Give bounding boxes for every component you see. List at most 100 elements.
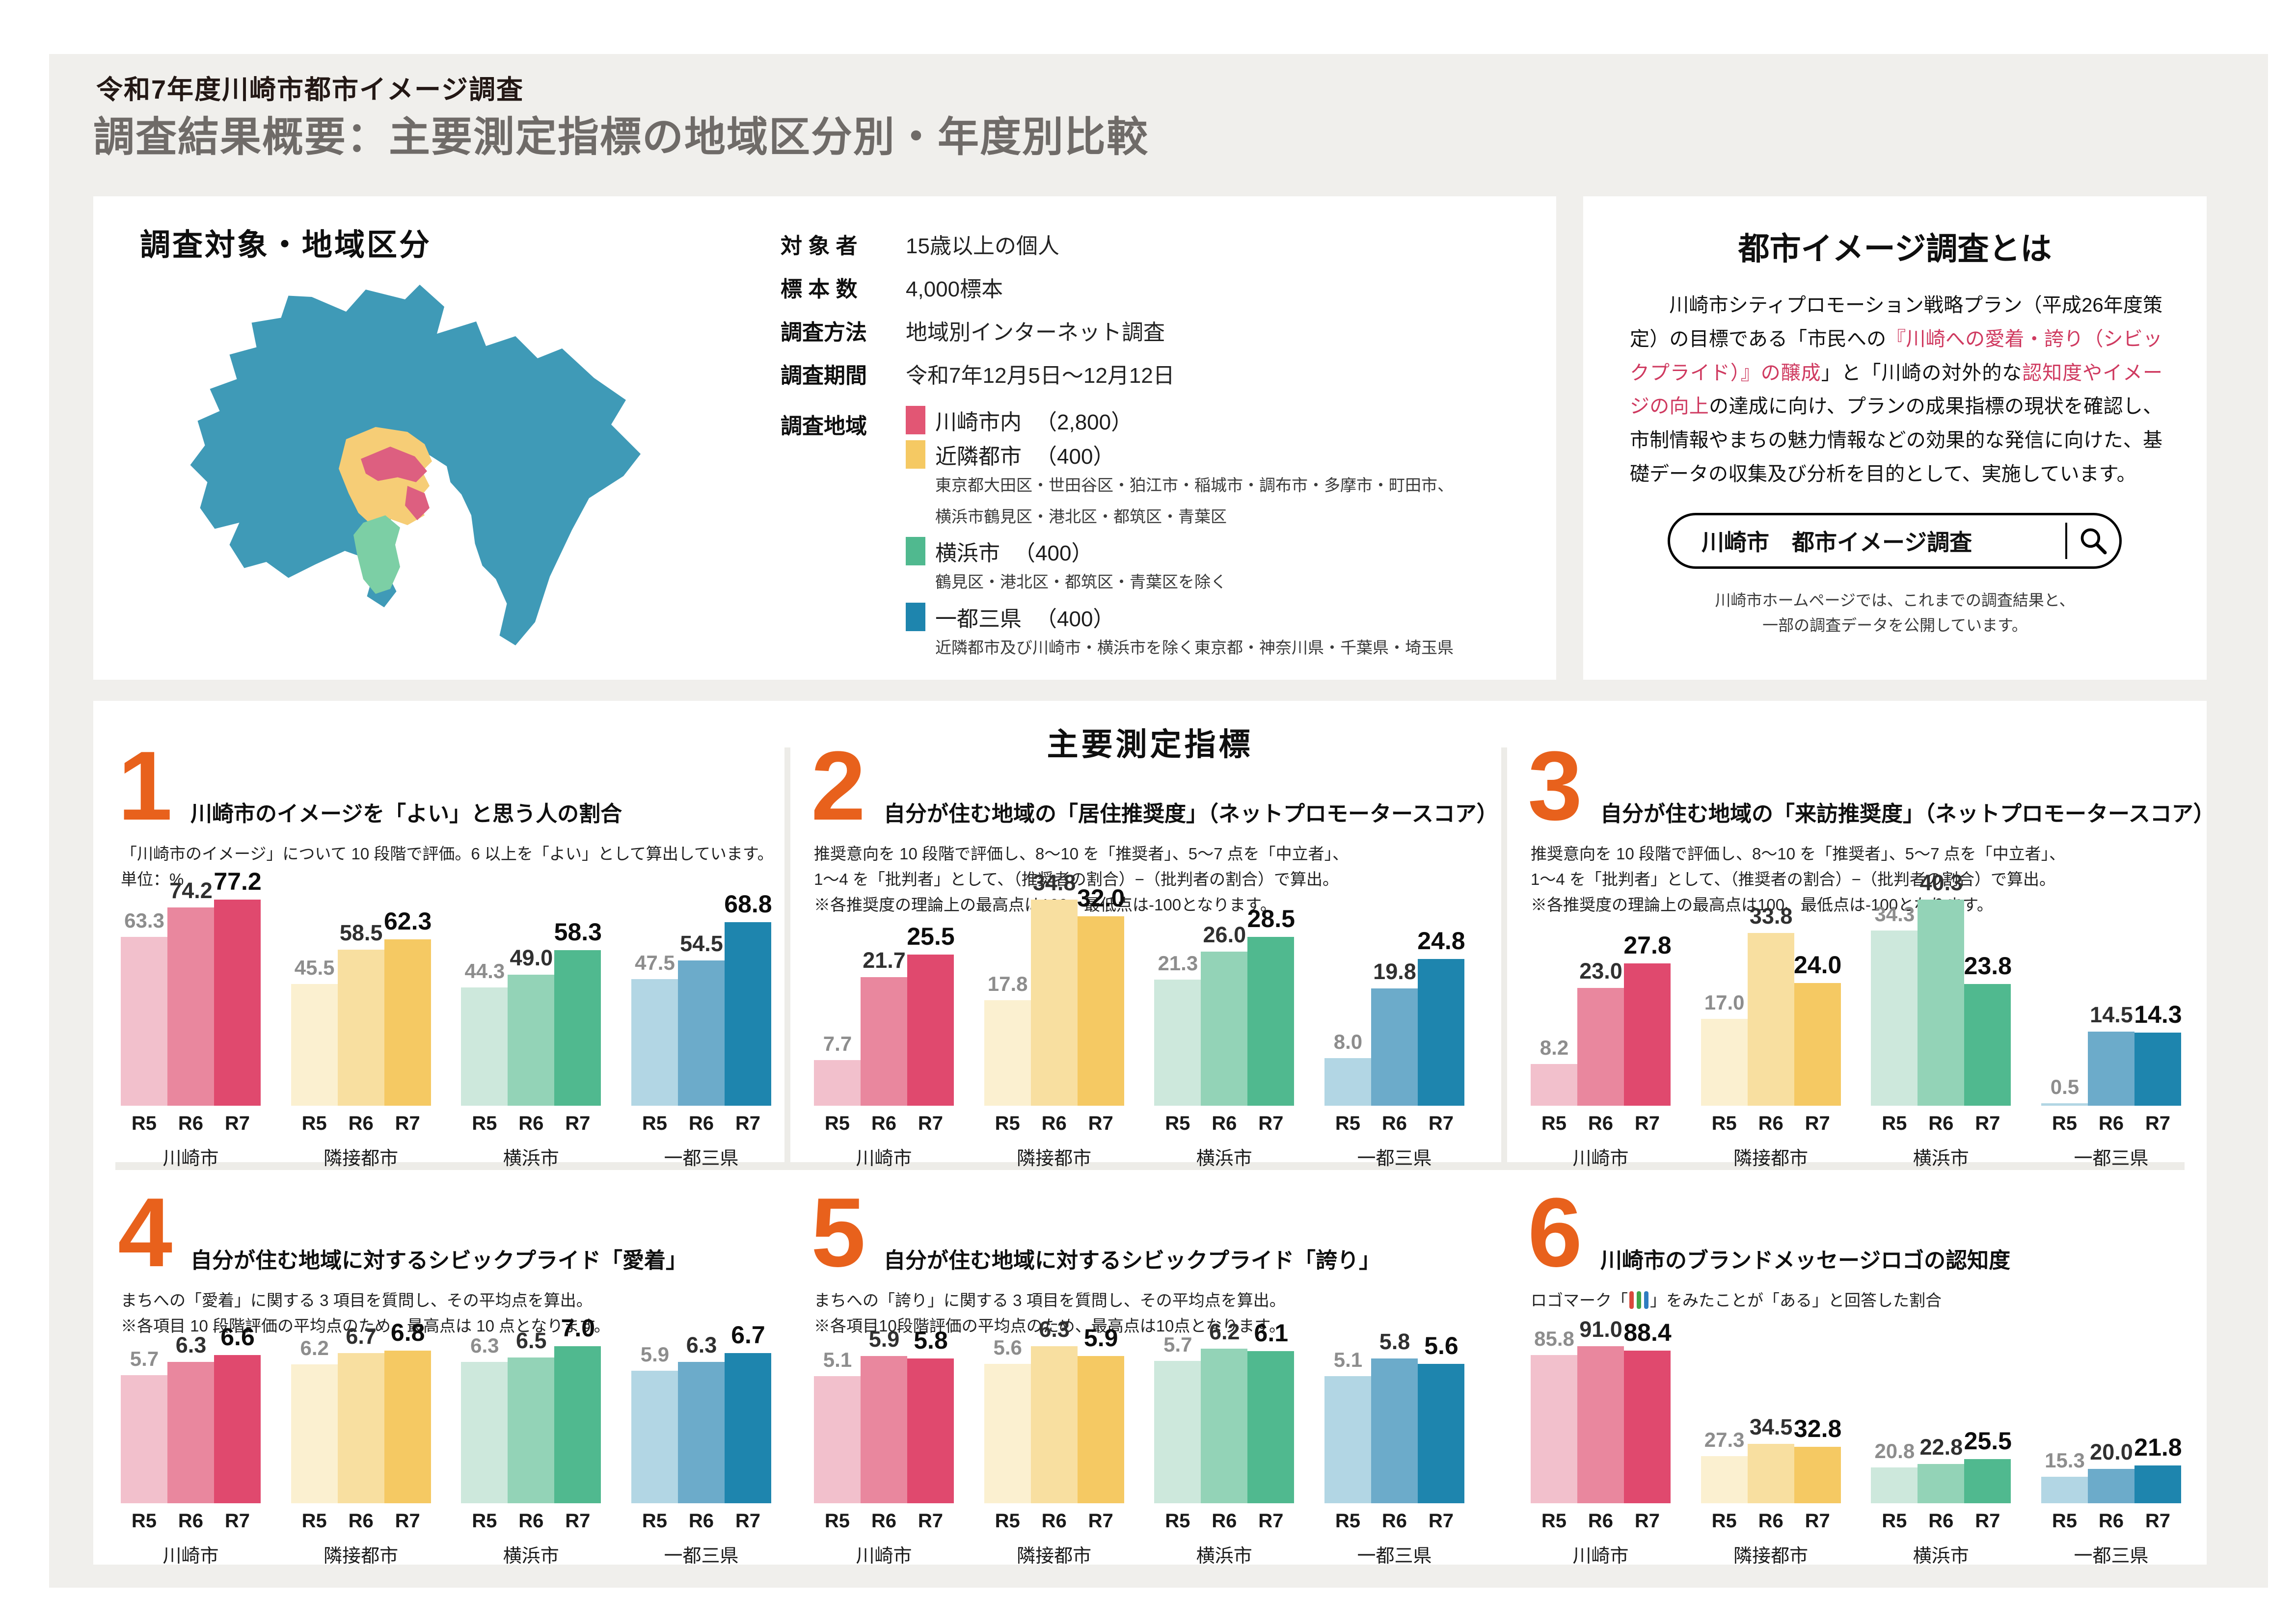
year-tick: R7 <box>918 1510 944 1532</box>
bar-group: 21.3 R5 26.0 R6 28.5 R7 横浜市 <box>1154 900 1295 1169</box>
chart-subtitle: 推奨意向を 10 段階で評価し、8〜10 を「推奨者」、5〜7 点を「中立者」、… <box>1531 841 2065 918</box>
search-input-text[interactable]: 川崎市 都市イメージ調査 <box>1702 530 1972 555</box>
bar <box>1247 1351 1295 1503</box>
map-region-itotosanken <box>190 285 641 645</box>
bar-value-label: 74.2 <box>169 878 213 904</box>
bar <box>291 984 338 1106</box>
bar-group: 17.0 R5 33.8 R6 24.0 R7 隣接都市 <box>1701 900 1842 1169</box>
bar <box>2087 1468 2134 1503</box>
area-row: 横浜市 （400） <box>906 535 1554 567</box>
year-tick: R6 <box>518 1113 544 1134</box>
year-tick: R7 <box>1634 1510 1660 1532</box>
bar-value-label: 34.5 <box>1749 1414 1793 1439</box>
bar-value-label: 6.7 <box>731 1321 765 1349</box>
year-tick: R7 <box>735 1113 761 1134</box>
chart-subtitle: まちへの「誇り」に関する 3 項目を質問し、その平均点を算出。 ※各項目10段階評… <box>814 1288 1286 1339</box>
bar-value-label: 62.3 <box>383 907 432 935</box>
bar <box>1247 937 1295 1106</box>
bar-value-label: 5.1 <box>823 1348 852 1371</box>
brand-logo-icon <box>1629 1291 1634 1309</box>
bar-value-label: 5.7 <box>130 1347 159 1371</box>
year-tick: R5 <box>824 1113 850 1134</box>
bar <box>1201 952 1248 1106</box>
area-name: 一都三県 <box>935 607 1022 631</box>
year-tick: R6 <box>1928 1510 1954 1532</box>
bar-value-label: 5.6 <box>993 1335 1022 1359</box>
column-divider <box>784 747 790 1162</box>
area-name: 横浜市 <box>935 541 1000 565</box>
bar-value-label: 6.2 <box>1209 1319 1240 1345</box>
bar-value-label: 6.2 <box>300 1336 329 1359</box>
bar <box>814 1376 861 1503</box>
bar-group: 85.8 R5 91.0 R6 88.4 R7 川崎市 <box>1531 1318 1672 1567</box>
group-label: 隣接都市 <box>324 1546 399 1567</box>
chart-number: 5 <box>811 1178 866 1287</box>
group-label: 川崎市 <box>162 1546 219 1567</box>
map-region-yokohama <box>353 515 400 594</box>
bar <box>677 1362 725 1503</box>
brand-logo-icon <box>1637 1291 1641 1309</box>
bar <box>1417 1363 1464 1503</box>
group-label: 一都三県 <box>2074 1148 2149 1169</box>
column-divider <box>1501 747 1507 1162</box>
field-row: 調査期間 令和7年12月5日〜12月12日 <box>781 365 1175 387</box>
year-tick: R5 <box>301 1113 327 1134</box>
bar-value-label: 6.8 <box>390 1319 425 1347</box>
bar-value-label: 49.0 <box>510 945 553 971</box>
bar <box>461 987 508 1106</box>
bar-value-label: 34.3 <box>1874 902 1915 926</box>
chart-number: 3 <box>1528 731 1583 841</box>
bar <box>1154 1361 1201 1503</box>
year-tick: R7 <box>1975 1113 2000 1134</box>
year-tick: R5 <box>824 1510 850 1532</box>
year-tick: R5 <box>1541 1113 1567 1134</box>
bar-group: 5.1 R5 5.8 R6 5.6 R7 一都三県 <box>1324 1330 1464 1567</box>
bar <box>1918 900 1965 1106</box>
area-color-swatch <box>906 406 925 434</box>
group-label: 一都三県 <box>2074 1546 2149 1567</box>
search-box[interactable]: 川崎市 都市イメージ調査 <box>1668 513 2122 569</box>
metrics-title: 主要測定指標 <box>1047 727 1253 762</box>
bar-group: 17.8 R5 34.8 R6 32.0 R7 隣接都市 <box>984 872 1125 1169</box>
bar <box>984 1363 1031 1503</box>
area-note: 横浜市鶴見区・港北区・都筑区・青葉区 <box>935 507 1227 526</box>
year-tick: R7 <box>1428 1113 1454 1134</box>
area-name: 近隣都市 <box>935 445 1022 469</box>
bar <box>214 1355 261 1503</box>
bar-value-label: 5.7 <box>1163 1333 1192 1357</box>
survey-area-label: 調査地域 <box>781 414 867 438</box>
chart-bars: 7.7 R5 21.7 R6 25.5 R7 川崎市 17.8 R5 34.8 R6 32.0 R7 隣接… <box>814 872 1465 1169</box>
chart-bars: 63.3 R5 74.2 R6 77.2 R7 川崎市 45.5 R5 58.5 R6 62.3 R7 隣… <box>121 869 772 1169</box>
area-row: 川崎市内 （2,800） <box>906 404 1554 436</box>
area-color-swatch <box>906 440 925 469</box>
year-tick: R5 <box>1541 1510 1567 1532</box>
field-value: 4,000標本 <box>906 277 1003 301</box>
bar <box>1747 1443 1794 1503</box>
bar-value-label: 23.0 <box>1579 958 1622 984</box>
bar <box>167 907 214 1106</box>
bar-value-label: 32.8 <box>1793 1414 1842 1442</box>
group-label: 横浜市 <box>1196 1148 1252 1169</box>
bar <box>677 960 725 1106</box>
bar-group: 8.2 R5 23.0 R6 27.8 R7 川崎市 <box>1531 900 1672 1169</box>
bar <box>1964 1459 2011 1503</box>
bar <box>1030 1346 1078 1503</box>
bar-group: 5.1 R5 5.9 R6 5.8 R7 川崎市 <box>814 1328 954 1567</box>
bar-value-label: 6.5 <box>516 1328 547 1353</box>
bar <box>724 1353 771 1503</box>
chart-subtitle-line: まちへの「愛着」に関する 3 項目を質問し、その平均点を算出。 <box>121 1291 593 1309</box>
year-tick: R6 <box>518 1510 544 1532</box>
bar-value-label: 24.0 <box>1793 951 1842 979</box>
year-tick: R7 <box>1258 1113 1284 1134</box>
year-tick: R7 <box>224 1113 250 1134</box>
bar <box>121 936 167 1106</box>
area-sample-count: （400） <box>1014 541 1093 565</box>
area-name: 川崎市内 <box>935 410 1022 434</box>
chart-subtitle-line: 「川崎市のイメージ」について 10 段階で評価。6 以上を「よい」として算出して… <box>121 845 774 863</box>
bar <box>1794 1446 1841 1503</box>
chart-title: 自分が住む地域の「居住推奨度」（ネットプロモータースコア） <box>884 802 1498 826</box>
year-tick: R5 <box>995 1510 1020 1532</box>
bar-value-label: 58.3 <box>554 918 602 946</box>
search-icon[interactable] <box>2067 526 2119 556</box>
bar <box>554 950 601 1106</box>
